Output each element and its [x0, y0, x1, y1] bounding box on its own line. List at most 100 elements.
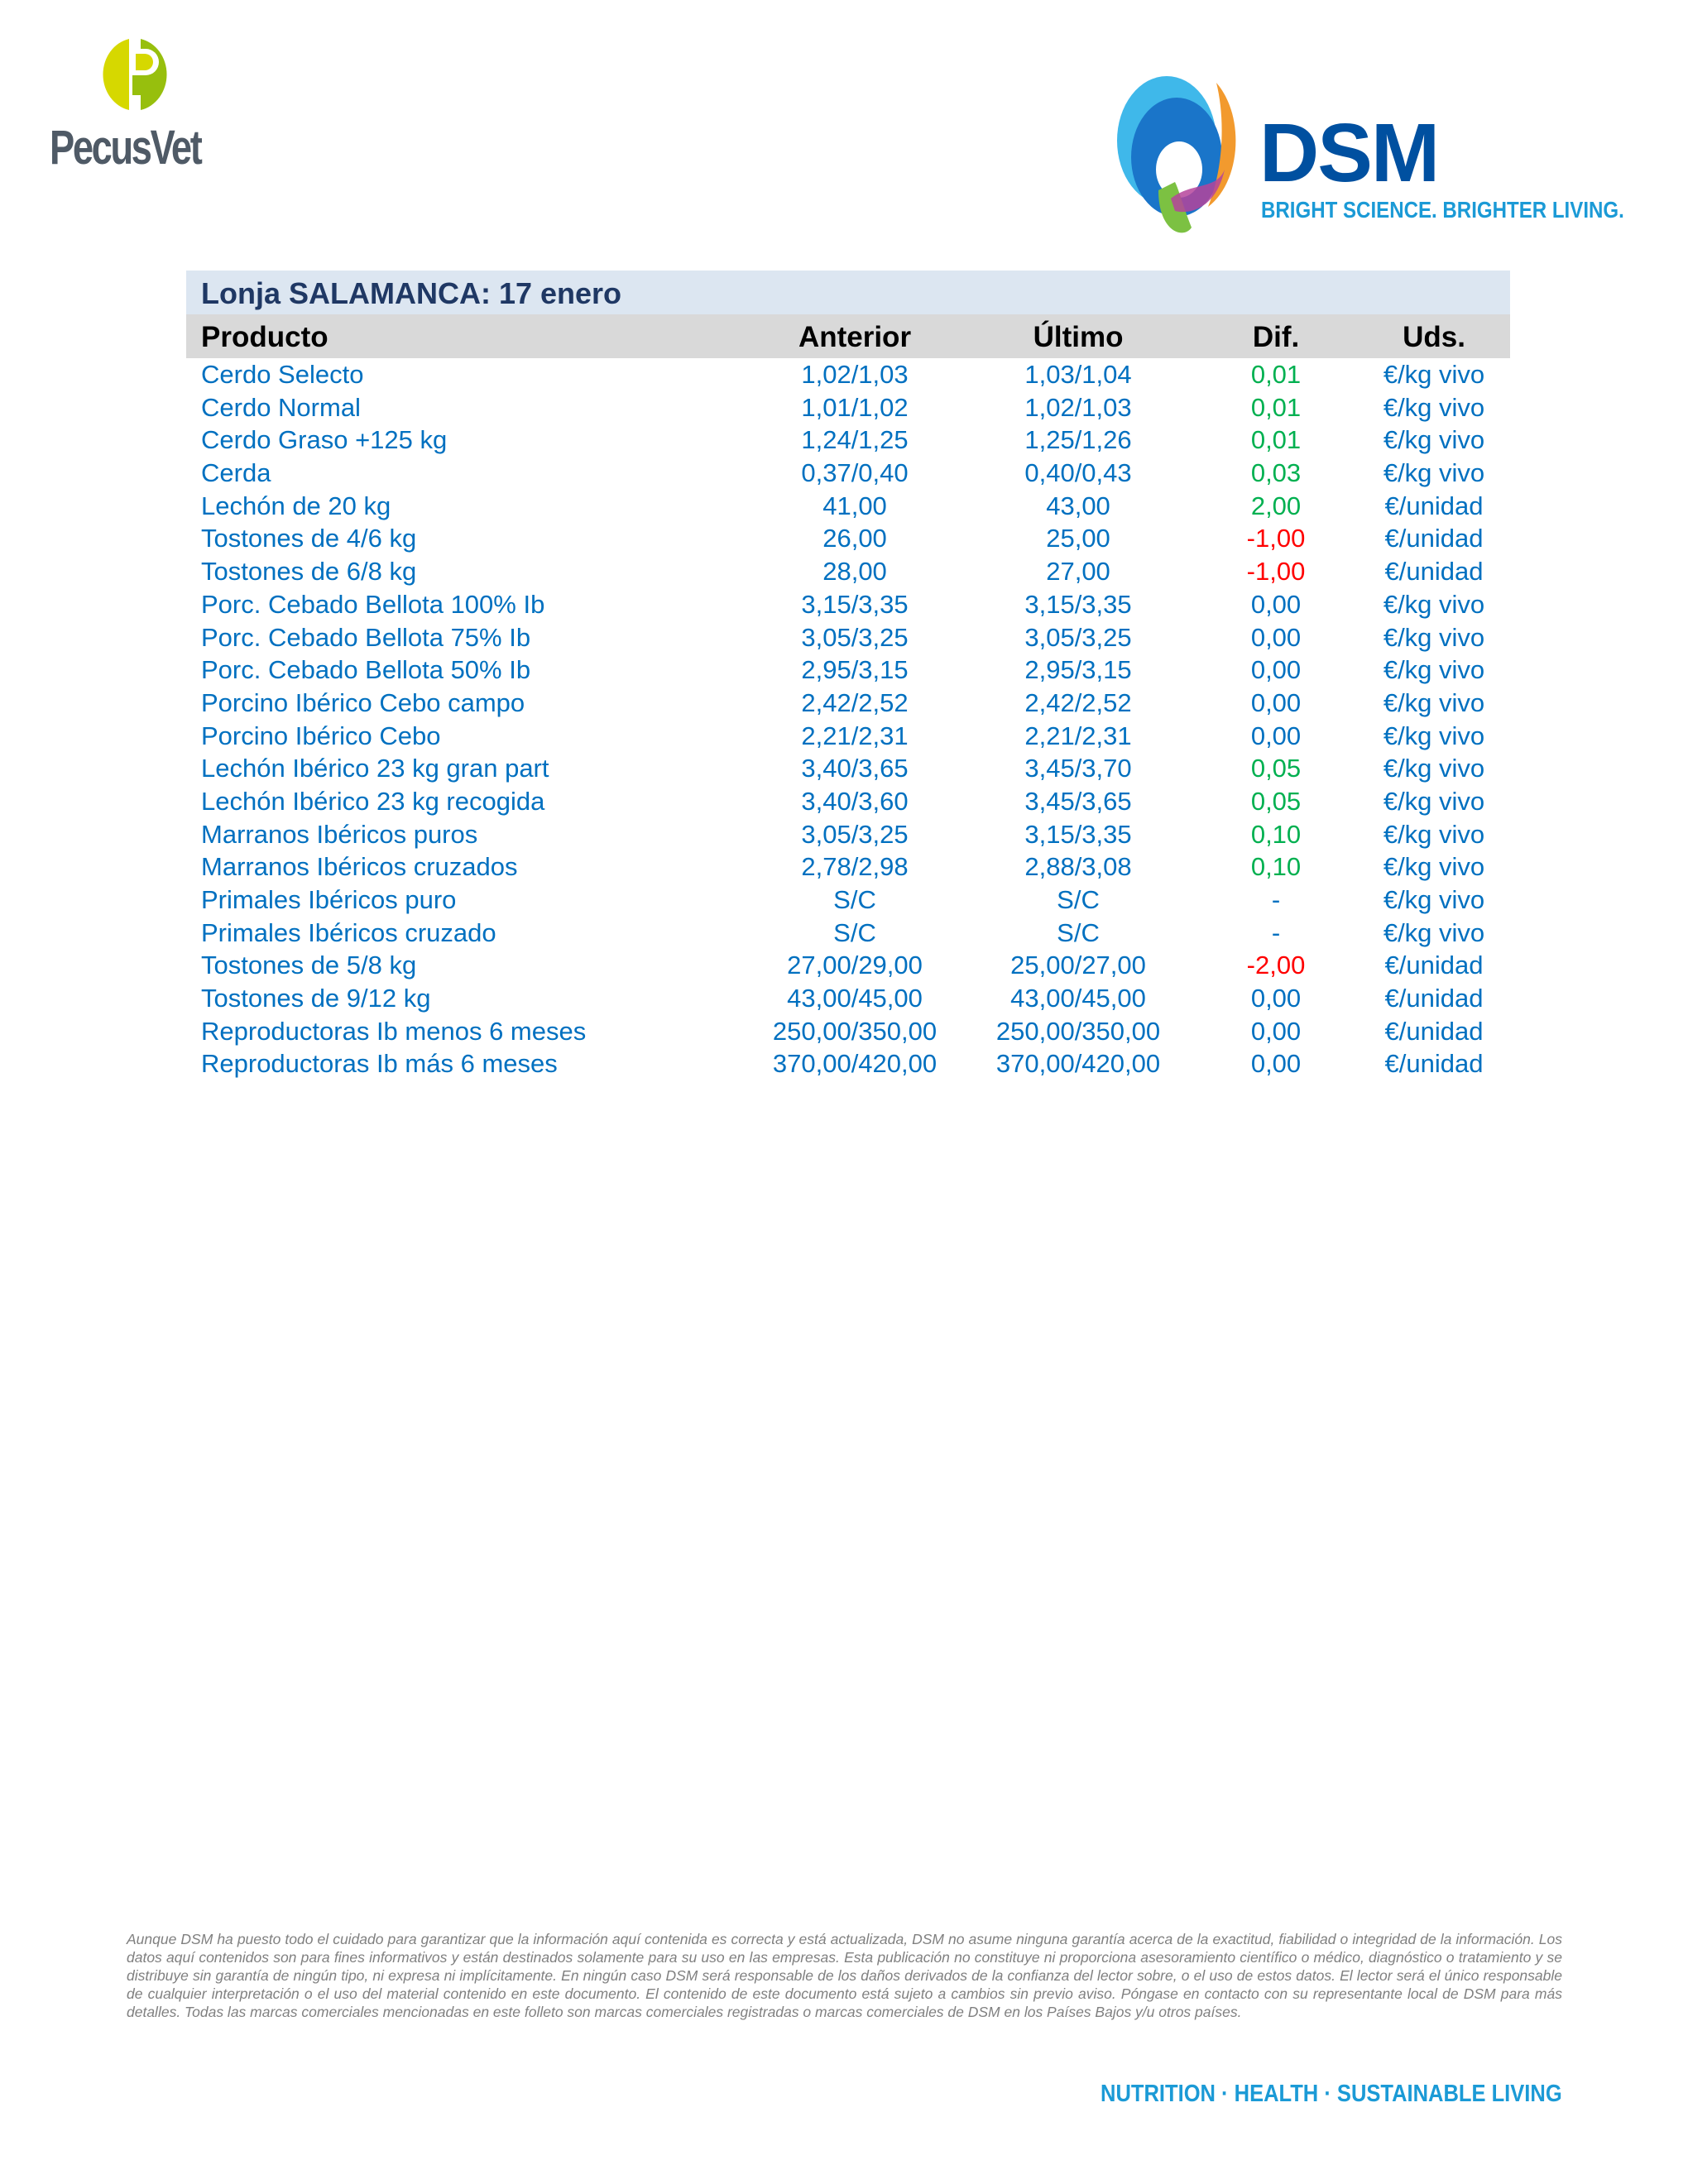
cell-uds: €/kg vivo	[1383, 786, 1485, 816]
cell-ultimo: 2,21/2,31	[1024, 721, 1132, 750]
cell-ultimo: S/C	[1057, 885, 1100, 914]
cell-uds: €/kg vivo	[1383, 655, 1485, 685]
cell-uds: €/kg vivo	[1383, 458, 1485, 488]
cell-anterior: 3,15/3,35	[801, 589, 909, 619]
cell-producto: Primales Ibéricos cruzado	[201, 917, 496, 947]
cell-uds: €/kg vivo	[1383, 721, 1485, 750]
table-row: Lechón de 20 kg 41,00 43,00 2,00 €/unidad	[186, 490, 1510, 523]
cell-uds: €/unidad	[1384, 524, 1484, 553]
table-row: Cerda 0,37/0,40 0,40/0,43 0,03 €/kg vivo	[186, 457, 1510, 490]
cell-ultimo: 2,95/3,15	[1024, 655, 1132, 685]
cell-dif: 0,05	[1250, 786, 1302, 816]
cell-ultimo: S/C	[1057, 917, 1100, 947]
header-dif: Dif.	[1252, 321, 1300, 353]
cell-uds: €/unidad	[1384, 557, 1484, 587]
cell-dif: 0,01	[1250, 360, 1302, 389]
cell-anterior: 1,02/1,03	[801, 360, 909, 389]
table-row: Primales Ibéricos cruzado S/C S/C - €/kg viv…	[186, 917, 1510, 950]
header-ultimo: Último	[1033, 321, 1124, 353]
cell-producto: Lechón Ibérico 23 kg gran part	[201, 754, 549, 783]
cell-producto: Lechón de 20 kg	[201, 491, 391, 520]
cell-uds: €/kg vivo	[1383, 589, 1485, 619]
cell-uds: €/kg vivo	[1383, 754, 1485, 783]
cell-dif: 0,00	[1250, 622, 1302, 652]
cell-uds: €/unidad	[1384, 984, 1484, 1013]
cell-ultimo: 370,00/420,00	[995, 1049, 1161, 1079]
cell-uds: €/unidad	[1384, 1016, 1484, 1046]
cell-dif: 0,10	[1250, 852, 1302, 882]
cell-ultimo: 0,40/0,43	[1024, 458, 1132, 488]
cell-producto: Porc. Cebado Bellota 75% Ib	[201, 622, 531, 652]
cell-producto: Porc. Cebado Bellota 50% Ib	[201, 655, 531, 685]
table-row: Cerdo Graso +125 kg 1,24/1,25 1,25/1,26 0,0…	[186, 424, 1510, 457]
cell-anterior: 3,05/3,25	[801, 819, 909, 849]
cell-dif: 0,03	[1250, 458, 1302, 488]
price-table: Lonja SALAMANCA: 17 enero Producto Anter…	[186, 271, 1510, 1080]
cell-uds: €/kg vivo	[1383, 425, 1485, 455]
cell-anterior: 2,42/2,52	[801, 687, 909, 717]
table-row: Marranos Ibéricos cruzados 2,78/2,98 2,88/…	[186, 850, 1510, 884]
cell-producto: Reproductoras Ib más 6 meses	[201, 1049, 558, 1079]
footer-tagline: NUTRITION · HEALTH · SUSTAINABLE LIVING	[1101, 2081, 1562, 2107]
cell-ultimo: 1,02/1,03	[1024, 392, 1132, 422]
cell-anterior: 2,78/2,98	[801, 852, 909, 882]
cell-anterior: 2,21/2,31	[801, 721, 909, 750]
cell-producto: Lechón Ibérico 23 kg recogida	[201, 786, 545, 816]
cell-ultimo: 250,00/350,00	[995, 1016, 1161, 1046]
cell-uds: €/kg vivo	[1383, 819, 1485, 849]
cell-anterior: 26,00	[822, 524, 887, 553]
cell-producto: Cerdo Normal	[201, 392, 361, 422]
cell-producto: Cerdo Selecto	[201, 360, 364, 389]
cell-ultimo: 25,00	[1046, 524, 1110, 553]
disclaimer: Aunque DSM ha puesto todo el cuidado par…	[127, 1931, 1562, 2020]
cell-uds: €/kg vivo	[1383, 622, 1485, 652]
table-row: Primales Ibéricos puro S/C S/C - €/kg vivo	[186, 884, 1510, 917]
pecusvet-p-icon	[103, 39, 167, 110]
cell-dif: -1,00	[1246, 524, 1306, 553]
cell-uds: €/kg vivo	[1383, 687, 1485, 717]
table-row: Tostones de 5/8 kg 27,00/29,00 25,00/27,00…	[186, 949, 1510, 982]
table-row: Porcino Ibérico Cebo campo 2,42/2,52 2,42/…	[186, 687, 1510, 720]
table-header: Producto Anterior Último Dif. Uds.	[186, 314, 1510, 358]
cell-anterior: 27,00/29,00	[787, 951, 923, 980]
cell-ultimo: 2,88/3,08	[1024, 852, 1132, 882]
cell-ultimo: 2,42/2,52	[1024, 687, 1132, 717]
table-row: Marranos Ibéricos puros 3,05/3,25 3,15/3,3…	[186, 818, 1510, 851]
cell-producto: Tostones de 5/8 kg	[201, 951, 417, 980]
pecusvet-logo: PecusVet	[50, 37, 232, 178]
table-row: Cerdo Normal 1,01/1,02 1,02/1,03 0,01 €/kg v…	[186, 391, 1510, 424]
dsm-swirl-icon	[1117, 76, 1236, 233]
cell-dif: -1,00	[1246, 557, 1306, 587]
cell-dif: 0,00	[1250, 655, 1302, 685]
cell-producto: Cerda	[201, 458, 271, 488]
cell-dif: -	[1271, 885, 1281, 914]
header-anterior: Anterior	[798, 321, 912, 353]
cell-dif: 0,00	[1250, 721, 1302, 750]
cell-ultimo: 43,00	[1046, 491, 1110, 520]
cell-ultimo: 3,15/3,35	[1024, 819, 1132, 849]
cell-producto: Tostones de 6/8 kg	[201, 557, 417, 587]
cell-anterior: 370,00/420,00	[772, 1049, 938, 1079]
header-uds: Uds.	[1403, 321, 1465, 353]
dsm-logo: DSM BRIGHT SCIENCE. BRIGHTER LIVING.	[1101, 66, 1630, 240]
cell-anterior: 250,00/350,00	[772, 1016, 938, 1046]
table-row: Tostones de 4/6 kg 26,00 25,00 -1,00 €/unida…	[186, 522, 1510, 555]
cell-dif: 0,05	[1250, 754, 1302, 783]
cell-uds: €/kg vivo	[1383, 917, 1485, 947]
cell-producto: Porc. Cebado Bellota 100% Ib	[201, 589, 545, 619]
cell-anterior: 3,40/3,65	[801, 754, 909, 783]
table-row: Porc. Cebado Bellota 100% Ib 3,15/3,35 3,1…	[186, 588, 1510, 621]
cell-uds: €/kg vivo	[1383, 885, 1485, 914]
table-row: Porcino Ibérico Cebo 2,21/2,31 2,21/2,31 0,…	[186, 720, 1510, 753]
table-row: Reproductoras Ib más 6 meses 370,00/420,0…	[186, 1047, 1510, 1080]
cell-producto: Reproductoras Ib menos 6 meses	[201, 1016, 587, 1046]
cell-dif: 0,01	[1250, 392, 1302, 422]
cell-anterior: 41,00	[822, 491, 887, 520]
cell-ultimo: 3,45/3,70	[1024, 754, 1132, 783]
cell-anterior: 1,01/1,02	[801, 392, 909, 422]
cell-uds: €/unidad	[1384, 951, 1484, 980]
cell-anterior: 43,00/45,00	[787, 984, 923, 1013]
table-row: Tostones de 6/8 kg 28,00 27,00 -1,00 €/unida…	[186, 555, 1510, 588]
cell-producto: Tostones de 4/6 kg	[201, 524, 417, 553]
cell-dif: -	[1271, 917, 1281, 947]
